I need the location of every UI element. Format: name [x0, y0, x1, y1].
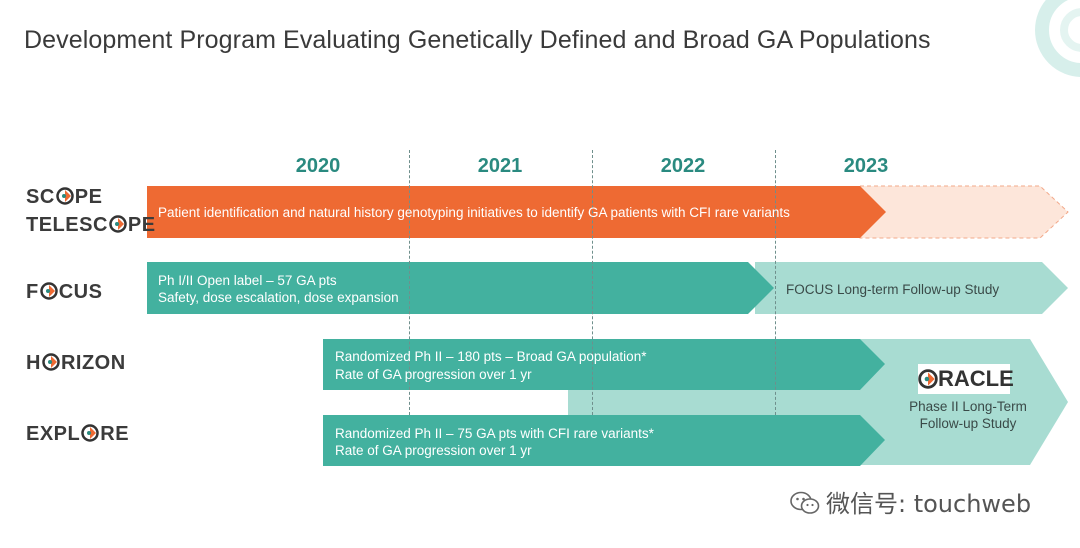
explore-bar	[323, 415, 885, 466]
year-2023: 2023	[843, 155, 889, 177]
horizon-bar-line1: Randomized Ph II – 180 pts – Broad GA po…	[335, 349, 647, 364]
focus-bar-line2: Safety, dose escalation, dose expansion	[158, 290, 399, 305]
explore-logo: EXPL RE	[26, 423, 130, 445]
eye-icon	[81, 424, 99, 442]
horizon-logo: H RIZON	[26, 352, 126, 374]
year-2022: 2022	[660, 155, 706, 177]
year-2021: 2021	[477, 155, 523, 177]
explore-bar-line1: Randomized Ph II – 75 GA pts with CFI ra…	[335, 426, 654, 441]
eye-icon	[56, 187, 74, 205]
explore-bar-line2: Rate of GA progression over 1 yr	[335, 443, 532, 458]
scope-dashed-extension	[859, 185, 1069, 239]
page-title: Development Program Evaluating Genetical…	[24, 26, 931, 54]
eye-icon	[42, 353, 60, 371]
year-divider	[409, 150, 410, 415]
horizon-bar	[323, 339, 885, 390]
horizon-bar-line2: Rate of GA progression over 1 yr	[335, 367, 532, 382]
scope-bar-text: Patient identification and natural histo…	[158, 205, 790, 220]
focus-followup-bar	[755, 262, 1068, 314]
year-divider	[592, 150, 593, 415]
telescope-logo: TELESC PE	[26, 214, 156, 236]
corner-decoration	[1035, 0, 1080, 77]
wechat-icon	[790, 491, 820, 514]
oracle-subtitle: Phase II Long-Term Follow-up Study	[909, 399, 1027, 431]
watermark: 微信号: touchweb	[790, 484, 1031, 519]
year-2020: 2020	[295, 155, 341, 177]
focus-bar	[147, 262, 774, 314]
eye-icon	[109, 215, 127, 233]
eye-icon	[918, 369, 938, 389]
scope-bar	[147, 186, 886, 238]
scope-logo: SC PE	[26, 186, 103, 208]
eye-icon	[39, 282, 58, 300]
oracle-logo: RACLE	[918, 364, 1014, 394]
focus-logo: F CUS	[26, 281, 103, 303]
focus-followup-text: FOCUS Long-term Follow-up Study	[786, 282, 1000, 297]
year-divider	[775, 150, 776, 415]
focus-bar-line1: Ph I/II Open label – 57 GA pts	[158, 273, 337, 288]
